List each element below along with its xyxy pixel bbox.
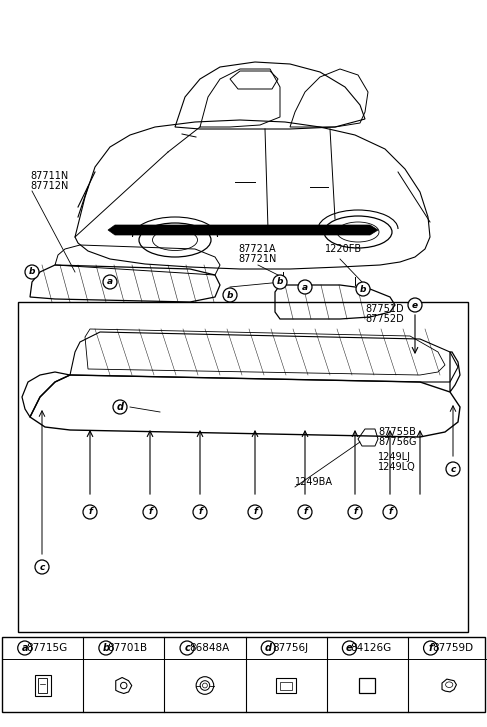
Text: f: f (353, 507, 357, 516)
Text: b: b (102, 643, 110, 653)
Text: e: e (346, 643, 353, 653)
Text: f: f (388, 507, 392, 516)
Bar (359, 678, 375, 693)
Circle shape (113, 400, 127, 414)
Text: f: f (88, 507, 92, 516)
Text: 1249LQ: 1249LQ (378, 462, 416, 472)
Bar (277, 678, 296, 693)
Text: e: e (412, 300, 418, 310)
Text: b: b (227, 291, 233, 300)
Text: f: f (253, 507, 257, 516)
Text: d: d (116, 402, 124, 412)
Text: 87751D: 87751D (365, 304, 404, 314)
Text: 87721N: 87721N (238, 254, 277, 264)
Text: b: b (360, 284, 366, 294)
Text: f: f (198, 507, 202, 516)
Text: d: d (265, 643, 272, 653)
Circle shape (356, 282, 370, 296)
Text: c: c (184, 643, 190, 653)
Text: a: a (21, 643, 28, 653)
Text: 87715G: 87715G (26, 643, 67, 653)
Circle shape (35, 560, 49, 574)
Text: a: a (107, 278, 113, 286)
Text: c: c (39, 563, 45, 571)
Text: c: c (450, 465, 456, 473)
Text: 87755B: 87755B (378, 427, 416, 437)
Text: 1249LJ: 1249LJ (378, 452, 411, 462)
Circle shape (193, 505, 207, 519)
Text: 87756G: 87756G (378, 437, 416, 447)
Circle shape (25, 265, 39, 279)
Text: 1249BA: 1249BA (295, 477, 333, 487)
Polygon shape (108, 225, 378, 235)
Text: 84126G: 84126G (351, 643, 392, 653)
Circle shape (446, 462, 460, 476)
Circle shape (408, 298, 422, 312)
Text: 87711N: 87711N (30, 171, 68, 181)
Text: f: f (303, 507, 307, 516)
Circle shape (103, 275, 117, 289)
Circle shape (383, 505, 397, 519)
Text: b: b (29, 268, 35, 276)
Text: 87752D: 87752D (365, 314, 404, 324)
Bar (35, 675, 51, 696)
Circle shape (298, 505, 312, 519)
Text: f: f (429, 643, 432, 653)
Circle shape (223, 288, 237, 302)
Text: 87701B: 87701B (108, 643, 148, 653)
Text: a: a (302, 283, 308, 292)
Text: 86848A: 86848A (189, 643, 229, 653)
Text: b: b (277, 278, 283, 286)
Bar (280, 681, 293, 689)
Circle shape (248, 505, 262, 519)
Text: 87759D: 87759D (432, 643, 473, 653)
Text: 87756J: 87756J (272, 643, 308, 653)
Text: 87712N: 87712N (30, 181, 68, 191)
Circle shape (273, 275, 287, 289)
Text: 1220FB: 1220FB (325, 244, 362, 254)
Circle shape (298, 280, 312, 294)
Circle shape (143, 505, 157, 519)
Text: 87721A: 87721A (238, 244, 276, 254)
Circle shape (348, 505, 362, 519)
Bar (38, 678, 47, 693)
Text: f: f (148, 507, 152, 516)
Circle shape (83, 505, 97, 519)
